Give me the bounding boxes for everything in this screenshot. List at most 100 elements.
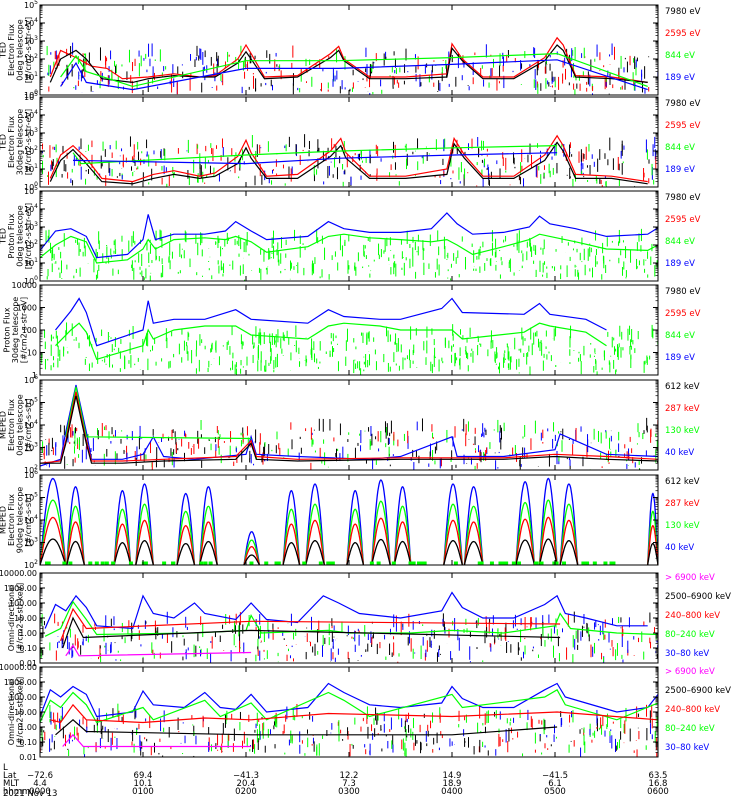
y-tick-label: 10.00: [14, 708, 37, 717]
series-blue: [60, 59, 648, 91]
series-black: [62, 616, 561, 649]
y-tick-label: 102: [24, 145, 38, 156]
hump-green-0: [40, 499, 67, 565]
y-tick-label: 102: [24, 559, 38, 570]
y-tick-label: 0.01: [19, 753, 37, 762]
hump-red-1: [66, 521, 85, 565]
hump-blue-14: [515, 481, 536, 565]
hump-red-8: [305, 519, 325, 565]
y-tick-label: 100: [24, 181, 38, 192]
hump-blue-11: [393, 485, 412, 565]
time-axis-value: 0100: [132, 787, 154, 797]
ylabel-line: [#/cm2-s-str-eV]: [20, 297, 29, 363]
ylabel-line: Omni-directional: [7, 585, 16, 651]
y-tick-label: 105: [24, 397, 38, 408]
hump-green-17: [647, 510, 658, 565]
y-tick-label: 10000: [12, 281, 37, 290]
time-axis-value: 0000: [29, 787, 51, 797]
hump-black-9: [346, 542, 365, 565]
ylabel-line: 0deg telescope: [15, 19, 24, 80]
hump-green-4: [176, 510, 196, 565]
panel-4-data: [40, 297, 658, 375]
time-axis-value: 0400: [441, 787, 463, 797]
series-red: [60, 607, 561, 642]
y-tick-label: 1000: [17, 304, 37, 313]
y-tick-label: 102: [24, 464, 38, 475]
ylabel-line: TED: [0, 134, 7, 151]
time-axis-value: 0300: [338, 787, 360, 797]
time-axis-value: 12.2: [340, 771, 359, 781]
hump-black-14: [515, 539, 536, 565]
legend-entry: 30–80 keV: [665, 743, 709, 753]
y-tick-label: 106: [24, 374, 38, 385]
y-tick-label: 103: [24, 537, 38, 548]
series-green: [40, 233, 658, 264]
y-tick-label: 105: [24, 91, 38, 102]
y-tick-label: 102: [24, 53, 38, 64]
ylabel-line: [#/cm2-s-str]: [24, 398, 33, 451]
hump-red-12: [443, 519, 463, 565]
time-axis-value: 63.5: [649, 771, 668, 781]
series-magenta: [62, 733, 252, 748]
hump-blue-3: [135, 483, 154, 565]
hump-green-6: [243, 539, 261, 565]
legend-entry: 2500–6900 keV: [665, 686, 731, 696]
panel-ylabel: TED Proton Flux 0deg telescope [#/cm2-s-str…: [0, 203, 33, 269]
time-axis-value: 6.1: [548, 779, 562, 789]
panel-6-data: [40, 477, 658, 565]
time-axis-row-label: Lat: [3, 771, 17, 781]
series-red: [49, 134, 648, 183]
series-blue: [40, 212, 658, 259]
panel-ylabel: MEPED Electron Flux 0deg telescope [#/cm2-s…: [0, 394, 33, 455]
y-tick-label: 106: [24, 469, 38, 480]
hump-red-7: [282, 523, 301, 565]
legend-entry: 844 eV: [665, 143, 695, 153]
ylabel-line: TED: [0, 42, 7, 59]
time-axis-value: 4.4: [33, 779, 47, 789]
panel-ylabel: Omni-directional [#/cm2-s-str-keV]: [7, 583, 25, 654]
y-tick-label: 100.00: [9, 693, 37, 702]
hump-black-3: [135, 540, 154, 565]
time-axis-row-label: L: [3, 763, 8, 773]
series-blue: [44, 591, 648, 630]
y-tick-label: 103: [24, 127, 38, 138]
time-axis-value: 20.4: [237, 779, 256, 789]
legend-entry: 189 eV: [665, 353, 695, 363]
time-axis-value: −72.6: [27, 771, 53, 781]
legend-entry: 7980 eV: [665, 193, 701, 203]
ylabel-line: [#/cm2-s-str-keV]: [15, 583, 24, 654]
time-axis-value: 10.1: [134, 779, 153, 789]
legend-entry: 130 keV: [665, 426, 700, 436]
panel-7: 0.01 0.10 1.00 10.00 100.00 1000.00 10000.00 Om…: [0, 569, 731, 668]
panel-8: 0.01 0.10 1.00 10.00 100.00 1000.00 10000.00 Om…: [0, 663, 731, 762]
hump-black-8: [305, 540, 325, 565]
hump-blue-1: [66, 485, 85, 565]
hump-blue-9: [346, 489, 365, 565]
time-axis-value: 16.8: [649, 779, 668, 789]
ylabel-line: 0deg telescope: [15, 394, 24, 455]
time-axis-row-label: MLT: [3, 779, 20, 789]
legend-entry: 240–800 keV: [665, 705, 720, 715]
series-black: [40, 395, 658, 464]
series-blue: [55, 297, 607, 347]
legend-entry: 2595 eV: [665, 215, 701, 225]
time-axis-date: 2021 Nov 13: [3, 789, 57, 799]
series-green: [60, 52, 648, 88]
legend-entry: 287 keV: [665, 404, 700, 414]
series-black: [55, 719, 558, 736]
ylabel-line: TED: [0, 228, 7, 245]
ylabel-line: Electron Flux: [7, 116, 16, 168]
series-magenta: [65, 644, 252, 657]
hump-blue-8: [305, 483, 325, 565]
hump-black-2: [113, 542, 132, 565]
series-red: [50, 703, 658, 724]
ylabel-line: [#/cm2-s-str]: [24, 493, 33, 546]
series-green: [65, 386, 252, 440]
hump-red-10: [371, 517, 391, 565]
y-tick-label: 0.01: [19, 659, 37, 668]
hump-black-16: [559, 540, 579, 565]
ylabel-line: MEPED: [0, 506, 7, 534]
legend-entry: 30–80 keV: [665, 649, 709, 659]
legend-entry: 2595 eV: [665, 29, 701, 39]
